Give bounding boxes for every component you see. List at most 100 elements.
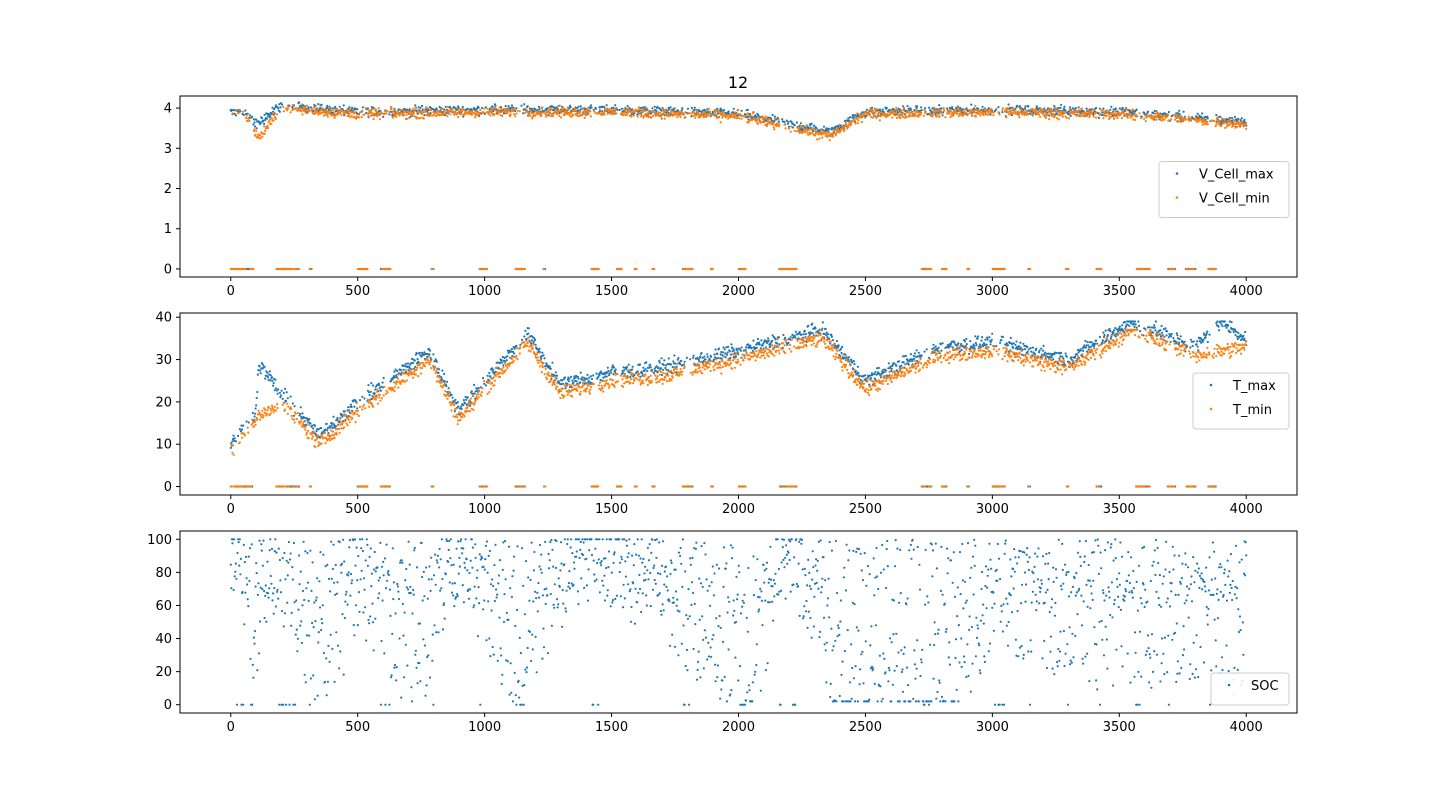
scatter-point xyxy=(353,405,356,408)
scatter-point xyxy=(946,107,949,110)
scatter-point xyxy=(758,343,761,346)
scatter-point xyxy=(935,115,938,118)
scatter-point xyxy=(777,336,781,339)
scatter-point xyxy=(1100,267,1103,271)
scatter-point xyxy=(1078,112,1081,115)
scatter-point xyxy=(348,106,351,109)
scatter-point xyxy=(1173,267,1176,271)
scatter-point xyxy=(610,107,613,110)
scatter-point xyxy=(348,108,351,111)
scatter-point xyxy=(589,110,592,113)
scatter-point xyxy=(878,110,881,114)
scatter-point xyxy=(567,108,570,111)
scatter-point xyxy=(1003,267,1006,271)
scatter-point xyxy=(916,105,919,108)
scatter-point xyxy=(510,104,513,107)
scatter-point xyxy=(623,369,626,372)
scatter-point xyxy=(1190,118,1193,121)
scatter-point xyxy=(333,111,336,114)
scatter-point xyxy=(925,348,928,351)
scatter-point xyxy=(264,129,267,133)
scatter-point xyxy=(721,351,725,354)
scatter-point xyxy=(268,113,271,116)
scatter-point xyxy=(590,377,594,381)
scatter-point xyxy=(326,426,329,430)
scatter-point xyxy=(690,112,694,115)
scatter-point xyxy=(600,370,603,373)
scatter-point xyxy=(560,111,563,114)
scatter-point xyxy=(650,112,653,115)
scatter-point xyxy=(966,112,970,116)
scatter-point xyxy=(332,415,335,418)
scatter-point xyxy=(900,112,904,115)
scatter-point xyxy=(740,109,743,112)
scatter-point xyxy=(553,108,556,111)
scatter-point xyxy=(263,125,266,128)
scatter-point xyxy=(1170,118,1173,121)
scatter-point xyxy=(974,341,978,345)
scatter-point xyxy=(1018,116,1021,119)
scatter-point xyxy=(843,119,847,123)
scatter-point xyxy=(826,333,830,336)
scatter-point xyxy=(859,116,862,119)
scatter-point xyxy=(279,106,282,109)
scatter-point xyxy=(895,116,898,120)
scatter-point xyxy=(501,361,504,364)
scatter-point xyxy=(527,111,530,114)
scatter-point xyxy=(1071,107,1074,110)
scatter-point xyxy=(663,111,666,114)
scatter-point xyxy=(317,103,320,106)
scatter-point xyxy=(703,111,706,114)
scatter-point xyxy=(1243,118,1246,121)
scatter-point xyxy=(662,363,665,366)
scatter-point xyxy=(487,112,490,115)
scatter-point xyxy=(507,105,510,108)
scatter-point xyxy=(473,392,476,395)
scatter-point xyxy=(875,116,878,120)
scatter-point xyxy=(579,105,582,108)
scatter-point xyxy=(588,376,591,379)
scatter-point xyxy=(878,108,882,111)
scatter-point xyxy=(382,376,385,380)
scatter-point xyxy=(334,105,337,109)
scatter-point xyxy=(1001,111,1004,114)
scatter-point xyxy=(982,113,985,117)
scatter-point xyxy=(1098,107,1102,110)
scatter-point xyxy=(445,385,448,388)
scatter-point xyxy=(356,407,359,410)
scatter-point xyxy=(561,109,564,112)
scatter-point xyxy=(682,363,686,366)
scatter-point xyxy=(422,117,425,120)
scatter-point xyxy=(298,101,301,104)
scatter-point xyxy=(1063,111,1067,114)
scatter-point xyxy=(625,368,628,371)
scatter-point xyxy=(282,110,285,113)
scatter-point xyxy=(413,110,416,113)
scatter-point xyxy=(450,393,453,396)
scatter-point xyxy=(975,344,978,347)
scatter-point xyxy=(473,383,476,386)
scatter-point xyxy=(512,109,515,112)
scatter-point xyxy=(587,113,590,116)
scatter-point xyxy=(579,371,582,374)
scatter-point xyxy=(370,114,373,117)
scatter-point xyxy=(902,361,905,364)
scatter-point xyxy=(777,118,780,121)
scatter-point xyxy=(260,116,263,120)
scatter-point xyxy=(420,355,423,358)
scatter-point xyxy=(343,114,346,117)
scatter-point xyxy=(755,115,758,119)
scatter-point xyxy=(799,122,803,125)
scatter-point xyxy=(938,115,941,118)
scatter-point xyxy=(421,108,424,111)
scatter-point xyxy=(712,358,716,361)
scatter-point xyxy=(837,344,840,347)
scatter-point xyxy=(1140,116,1143,120)
scatter-point xyxy=(576,107,579,110)
scatter-point xyxy=(393,109,397,112)
scatter-point xyxy=(620,107,624,110)
scatter-point xyxy=(309,267,312,271)
scatter-point xyxy=(233,112,236,115)
scatter-point xyxy=(851,113,854,117)
scatter-point xyxy=(303,106,306,109)
